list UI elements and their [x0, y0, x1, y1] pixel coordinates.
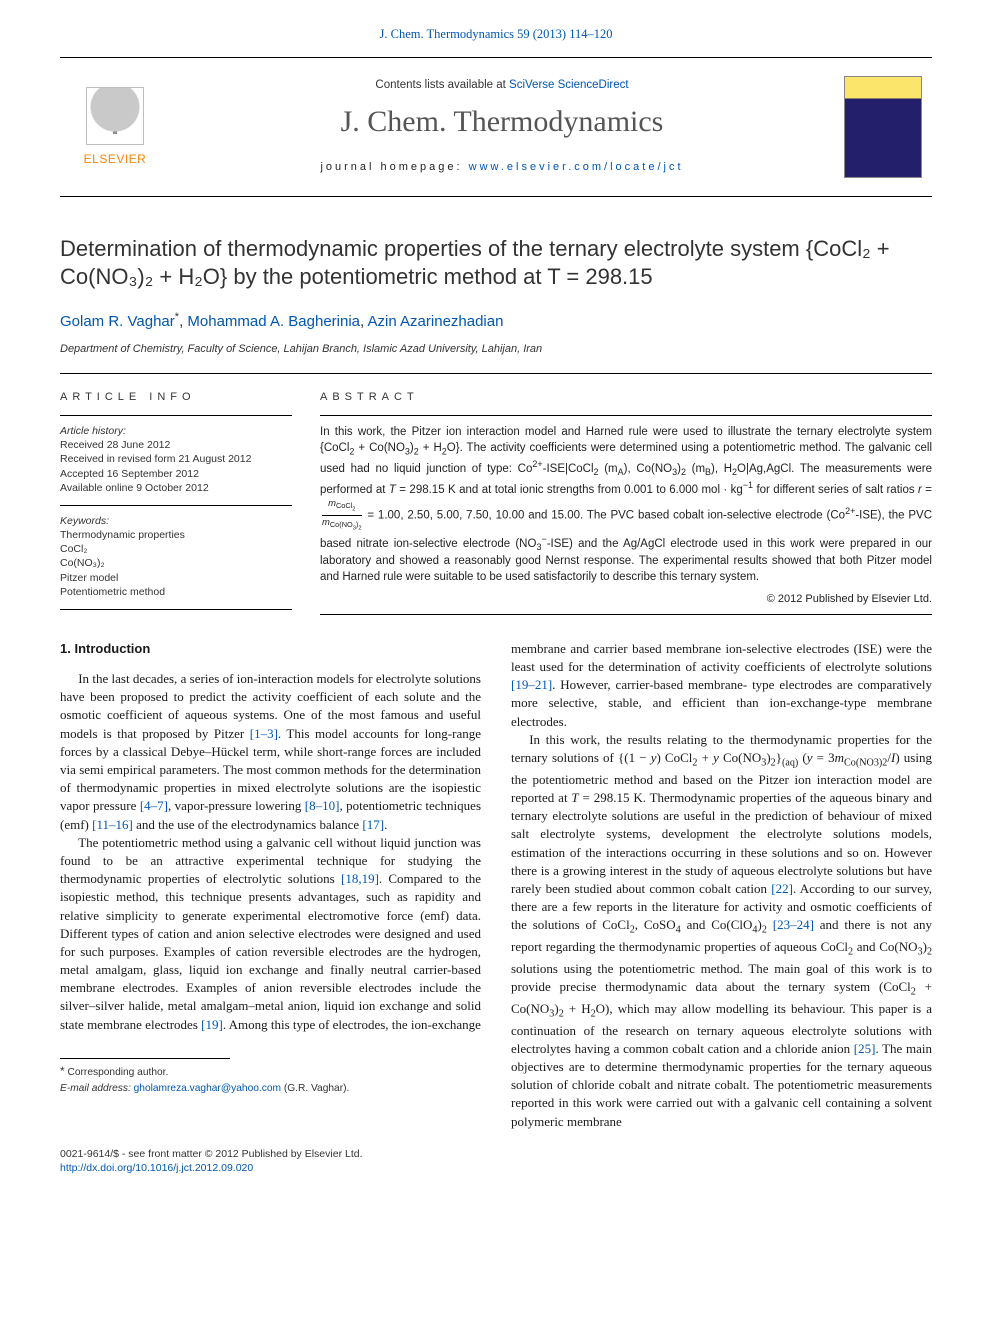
email-link[interactable]: gholamreza.vaghar@yahoo.com	[134, 1083, 281, 1094]
info-rule-3	[60, 609, 292, 610]
copyright-block: 0021-9614/$ - see front matter © 2012 Pu…	[0, 1131, 992, 1199]
authors-sep-2: ,	[360, 313, 368, 330]
journal-name: J. Chem. Thermodynamics	[341, 102, 664, 143]
doi-link[interactable]: http://dx.doi.org/10.1016/j.jct.2012.09.…	[60, 1161, 932, 1175]
publisher-logo-block: ELSEVIER	[60, 58, 170, 196]
elsevier-tree-icon	[86, 87, 144, 145]
history-received: Received 28 June 2012	[60, 438, 292, 452]
body-columns: 1. Introduction In the last decades, a s…	[0, 618, 992, 1131]
abstract-copyright: © 2012 Published by Elsevier Ltd.	[320, 592, 932, 607]
corresponding-author-footnote: * Corresponding author. E-mail address: …	[60, 1063, 481, 1097]
issn-line: 0021-9614/$ - see front matter © 2012 Pu…	[60, 1147, 932, 1161]
corr-text: Corresponding author.	[68, 1067, 169, 1078]
homepage-line: journal homepage: www.elsevier.com/locat…	[320, 160, 683, 175]
abstract-rule-top	[320, 415, 932, 416]
journal-header: ELSEVIER Contents lists available at Sci…	[60, 57, 932, 197]
body-col-left: 1. Introduction In the last decades, a s…	[60, 640, 481, 1131]
abstract-column: ABSTRACT In this work, the Pitzer ion in…	[320, 390, 932, 618]
keyword-4: Pitzer model	[60, 571, 292, 585]
author-2[interactable]: Mohammad A. Bagherinia	[187, 313, 360, 330]
keyword-2: CoCl₂	[60, 542, 292, 556]
publisher-name[interactable]: ELSEVIER	[84, 151, 147, 167]
email-suffix: (G.R. Vaghar).	[281, 1083, 349, 1094]
keyword-3: Co(NO₃)₂	[60, 556, 292, 570]
author-1[interactable]: Golam R. Vaghar	[60, 313, 175, 330]
keyword-1: Thermodynamic properties	[60, 528, 292, 542]
affiliation: Department of Chemistry, Faculty of Scie…	[60, 342, 932, 357]
paragraph-4: In this work, the results relating to th…	[511, 731, 932, 1131]
corr-line-1: * Corresponding author.	[60, 1063, 481, 1080]
keywords-block: Keywords: Thermodynamic properties CoCl₂…	[60, 514, 292, 599]
citation-text[interactable]: J. Chem. Thermodynamics 59 (2013) 114–12…	[380, 27, 613, 41]
homepage-prefix: journal homepage:	[320, 161, 468, 173]
abstract-body: In this work, the Pitzer ion interaction…	[320, 424, 932, 586]
info-rule-1	[60, 415, 292, 416]
footnote-rule	[60, 1058, 230, 1059]
abstract-head: ABSTRACT	[320, 390, 932, 405]
history-accepted: Accepted 16 September 2012	[60, 467, 292, 481]
history-head: Article history:	[60, 424, 292, 438]
cover-thumbnail	[844, 76, 922, 178]
keyword-5: Potentiometric method	[60, 585, 292, 599]
abstract-rule-bottom	[320, 614, 932, 615]
homepage-url[interactable]: www.elsevier.com/locate/jct	[469, 161, 684, 173]
article-info-head: ARTICLE INFO	[60, 390, 292, 405]
email-label: E-mail address:	[60, 1083, 134, 1094]
citation-line: J. Chem. Thermodynamics 59 (2013) 114–12…	[0, 0, 992, 53]
authors-line: Golam R. Vaghar*, Mohammad A. Bagherinia…	[60, 310, 932, 332]
article-info-column: ARTICLE INFO Article history: Received 2…	[60, 390, 292, 618]
section-1-head: 1. Introduction	[60, 640, 481, 658]
asterisk-icon: *	[60, 1064, 65, 1078]
contents-line: Contents lists available at SciVerse Sci…	[375, 78, 628, 94]
paragraph-1: In the last decades, a series of ion-int…	[60, 670, 481, 834]
history-revised: Received in revised form 21 August 2012	[60, 452, 292, 466]
info-abstract-row: ARTICLE INFO Article history: Received 2…	[0, 374, 992, 618]
journal-header-center: Contents lists available at SciVerse Sci…	[170, 58, 834, 196]
corr-line-2: E-mail address: gholamreza.vaghar@yahoo.…	[60, 1082, 481, 1096]
paragraph-2: The potentiometric method using a galvan…	[60, 834, 481, 1034]
sciencedirect-link[interactable]: SciVerse ScienceDirect	[509, 79, 629, 91]
history-online: Available online 9 October 2012	[60, 481, 292, 495]
info-rule-2	[60, 505, 292, 506]
body-col-right: membrane and carrier based membrane ion-…	[511, 640, 932, 1131]
contents-prefix: Contents lists available at	[375, 79, 509, 91]
history-block: Article history: Received 28 June 2012 R…	[60, 424, 292, 495]
title-block: Determination of thermodynamic propertie…	[0, 197, 992, 357]
article-title: Determination of thermodynamic propertie…	[60, 235, 932, 292]
author-3[interactable]: Azin Azarinezhadian	[368, 313, 504, 330]
keywords-head: Keywords:	[60, 514, 292, 528]
paragraph-3: membrane and carrier based membrane ion-…	[511, 640, 932, 731]
cover-thumbnail-block	[834, 58, 932, 196]
